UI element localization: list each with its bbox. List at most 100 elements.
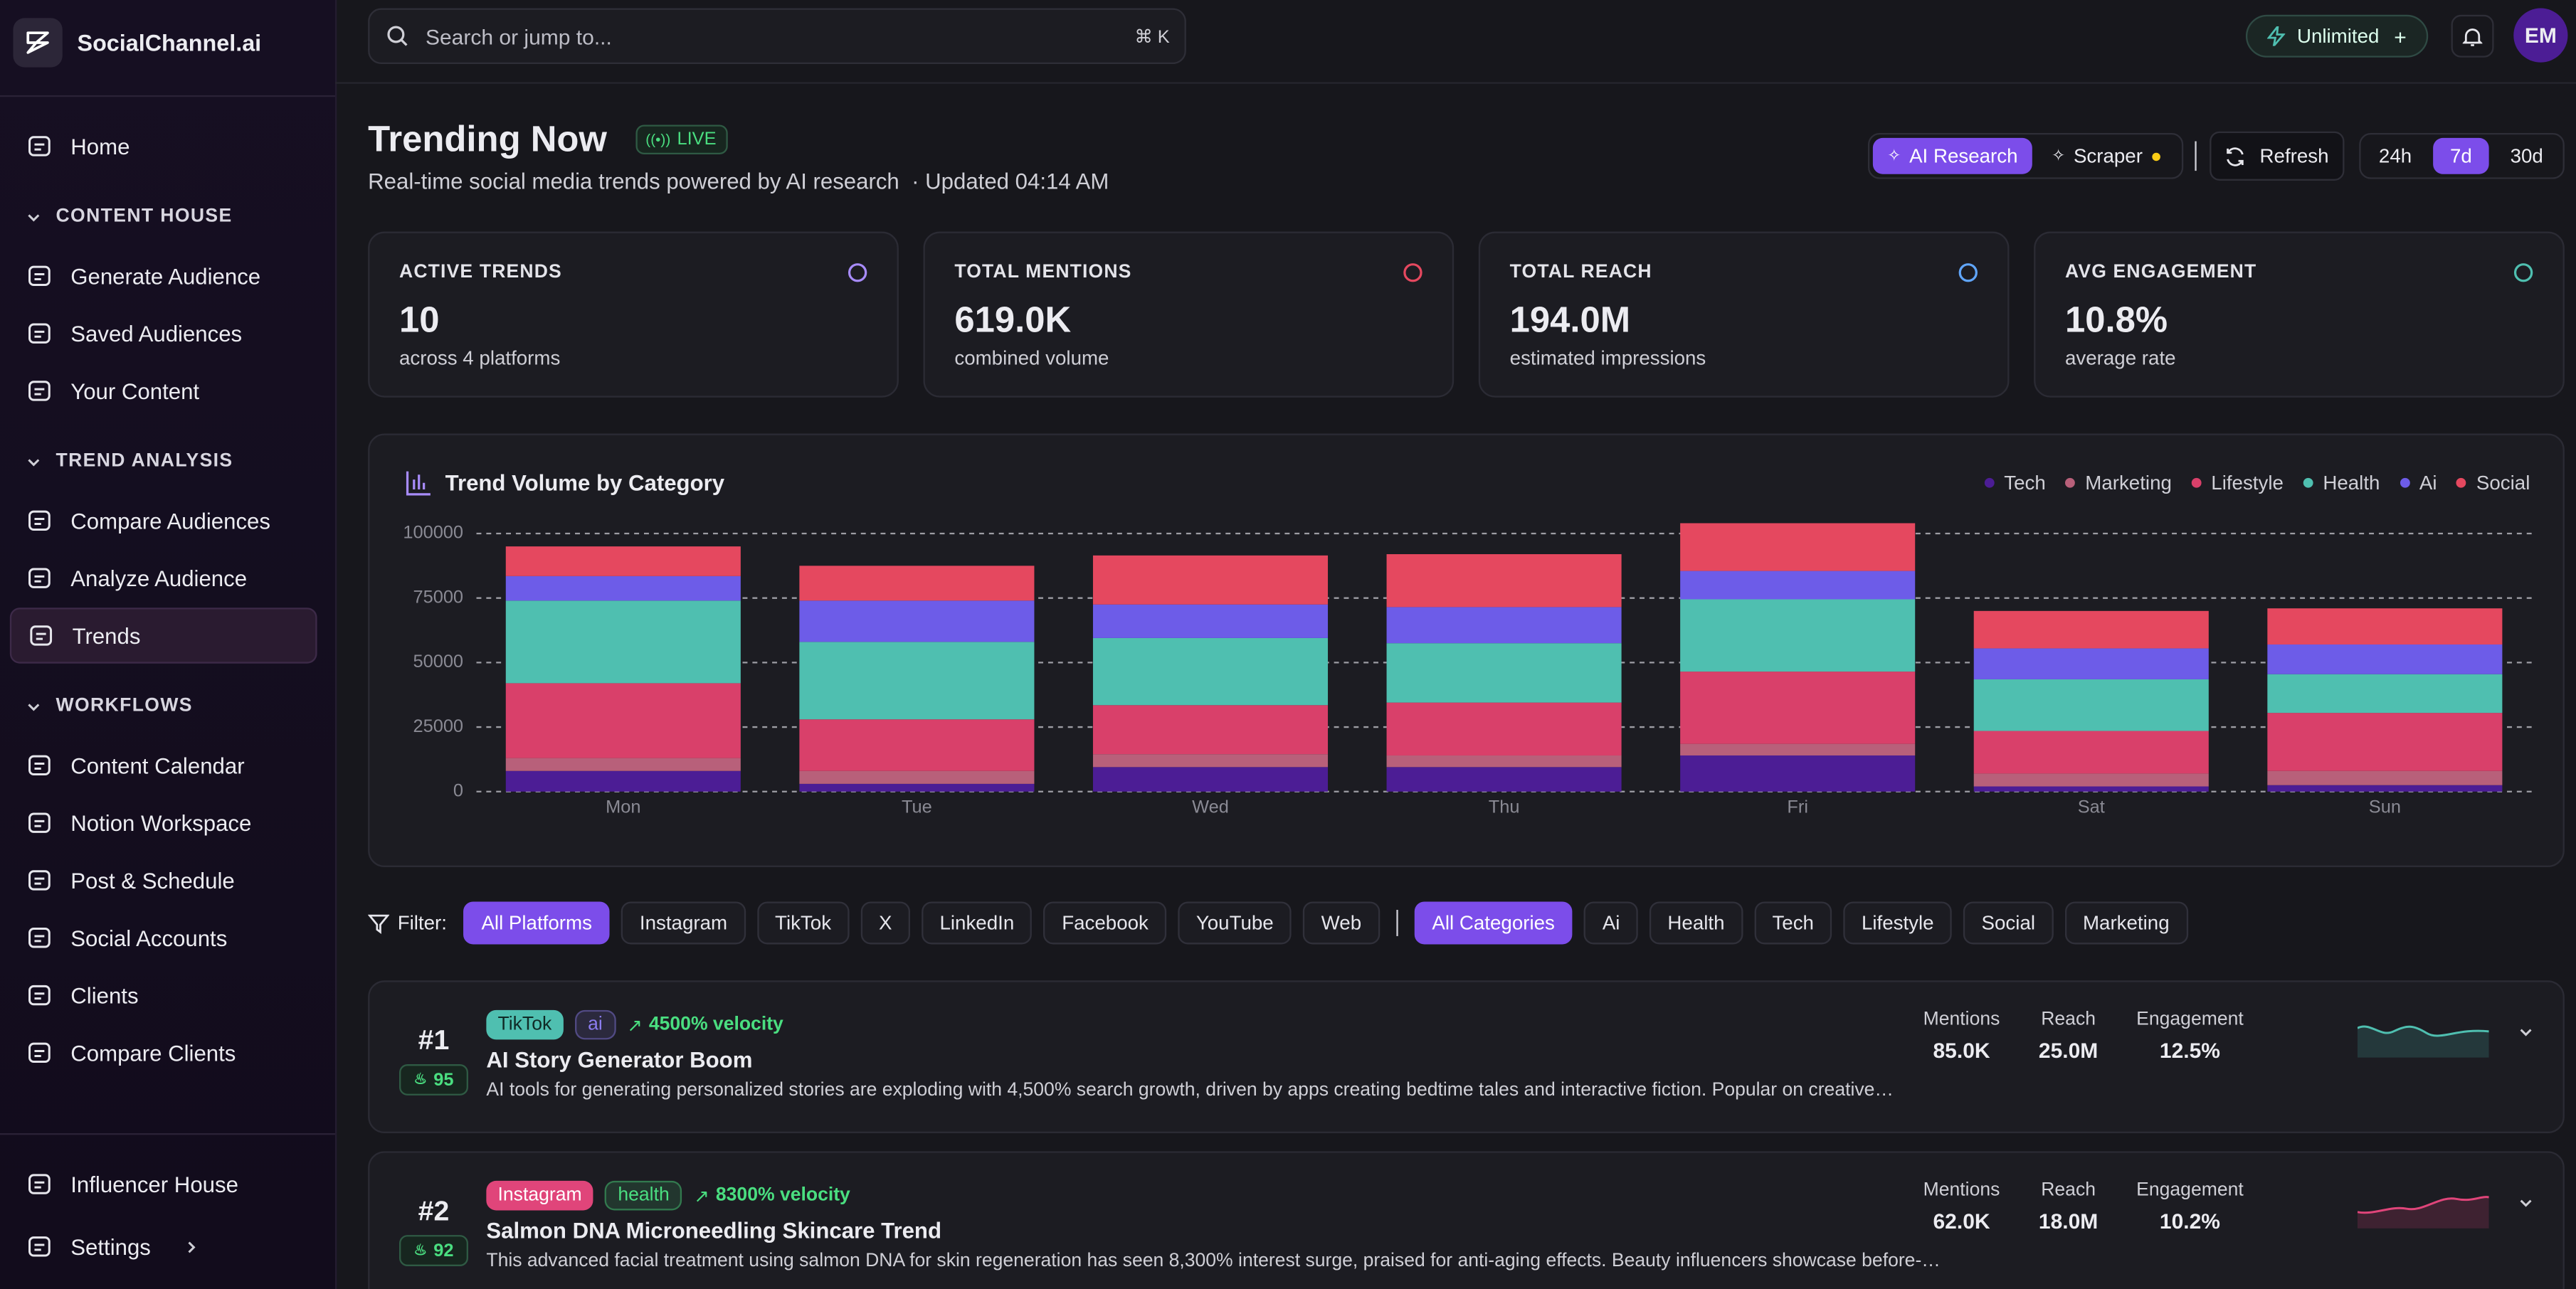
refresh-button[interactable]: Refresh <box>2210 131 2345 181</box>
filter-chip[interactable]: Web <box>1303 901 1380 945</box>
score-value: 92 <box>433 1241 454 1261</box>
legend-item[interactable]: Marketing <box>2065 471 2172 494</box>
stat-icon-shape <box>1958 263 1978 282</box>
stat-icon <box>848 263 867 282</box>
filter-chip[interactable]: Instagram <box>621 901 746 945</box>
trend-tags: Instagram health ↗ 8300% velocity <box>486 1180 850 1211</box>
icon-shape <box>34 388 45 396</box>
sparkline <box>2357 1196 2489 1229</box>
filter-chip[interactable]: All Platforms <box>463 901 611 945</box>
group-title[interactable]: WORKFLOWS <box>26 696 193 716</box>
legend-label: Social <box>2476 471 2530 494</box>
source-button[interactable]: ✧ AI Research <box>1872 137 2032 174</box>
search-box[interactable]: Search or jump to... ⌘ K <box>368 8 1186 65</box>
velocity: 8300% velocity <box>715 1185 850 1206</box>
filter-label: Filter: <box>397 911 447 935</box>
stat-note: estimated impressions <box>1509 346 1706 370</box>
brand[interactable]: SocialChannel.ai <box>77 29 262 56</box>
nav-item[interactable]: Trends <box>9 608 317 664</box>
icon-shape <box>34 575 45 583</box>
plan: Unlimited <box>2296 24 2380 48</box>
stat-icon <box>1403 263 1422 282</box>
bar-segment <box>1680 755 1916 792</box>
filter-chip[interactable]: LinkedIn <box>922 901 1033 945</box>
filter-chip[interactable]: X <box>860 901 910 945</box>
legend-item[interactable]: Social <box>2456 472 2530 494</box>
bar-segment <box>505 683 741 758</box>
legend-swatch <box>2065 477 2076 488</box>
trend-card[interactable]: #2 ♨ 92 Instagram health ↗ 8300% velocity Salmo… <box>368 1151 2565 1289</box>
nav-item[interactable]: Analyze Audience <box>10 550 317 605</box>
chevron <box>2520 1199 2532 1207</box>
nav-item[interactable]: Generate Audience <box>10 248 317 304</box>
expand-button[interactable] <box>2518 1189 2533 1219</box>
y-tick-label: 0 <box>453 780 463 800</box>
notifications[interactable] <box>2451 14 2494 58</box>
icon-shape <box>34 330 45 338</box>
logo[interactable] <box>13 18 63 68</box>
chevron <box>28 703 40 711</box>
filter-chip[interactable]: Tech <box>1754 901 1832 945</box>
chevron-path <box>2520 1029 2532 1036</box>
nav-item[interactable]: Home <box>10 118 317 174</box>
legend-label: Marketing <box>2085 471 2172 494</box>
legend-item[interactable]: Lifestyle <box>2191 471 2284 494</box>
chevron-path <box>28 703 40 711</box>
nav-item[interactable]: Compare Clients <box>10 1025 317 1081</box>
expand-button[interactable] <box>2518 1018 2533 1048</box>
range-button[interactable]: 24h <box>2378 144 2412 168</box>
legend-item[interactable]: Tech <box>1984 471 2046 494</box>
legend-item[interactable]: Ai <box>2400 472 2437 494</box>
plan-badge[interactable]: Unlimited + <box>2245 14 2429 58</box>
filter-chip[interactable]: YouTube <box>1178 901 1292 945</box>
score-value: 95 <box>433 1070 454 1090</box>
nav-item[interactable]: Clients <box>10 967 317 1023</box>
nav-icon <box>28 1042 51 1063</box>
source-button[interactable]: ✧ Scraper <box>2034 138 2178 174</box>
legend-label: Tech <box>2004 471 2046 494</box>
y-tick-label: 75000 <box>413 587 463 607</box>
legend-item[interactable]: Health <box>2303 472 2380 494</box>
nav-item[interactable]: Notion Workspace <box>10 795 317 850</box>
metric: Engagement 12.5% <box>2116 1010 2264 1063</box>
avatar[interactable]: EM <box>2513 8 2568 63</box>
nav-item[interactable]: Saved Audiences <box>10 305 317 361</box>
bar-segment <box>799 770 1035 784</box>
chevron <box>28 213 40 221</box>
group-title[interactable]: CONTENT HOUSE <box>26 207 233 227</box>
filter-chip[interactable]: Social <box>1963 901 2054 945</box>
filter-chip[interactable]: TikTok <box>756 901 850 945</box>
filter-chip[interactable]: Lifestyle <box>1843 901 1952 945</box>
range-button[interactable]: 7d <box>2433 137 2489 174</box>
legend-label: Health <box>2323 471 2380 494</box>
stat-value: 194.0M <box>1509 299 1631 340</box>
range-button[interactable]: 30d <box>2510 144 2543 168</box>
group-title[interactable]: TREND ANALYSIS <box>26 452 233 472</box>
nav-item[interactable]: Post & Schedule <box>10 852 317 908</box>
stat-icon-shape <box>1403 263 1422 282</box>
nav-item[interactable]: Content Calendar <box>10 738 317 793</box>
bar-segment <box>1680 571 1916 600</box>
chevron <box>28 458 40 466</box>
trend-card[interactable]: #1 ♨ 95 TikTok ai ↗ 4500% velocity AI Story Gen… <box>368 980 2565 1133</box>
filter-chip[interactable]: Facebook <box>1043 901 1167 945</box>
filter-chip[interactable]: Ai <box>1584 901 1638 945</box>
bar-segment <box>1386 554 1622 608</box>
nav-item[interactable]: Your Content <box>10 363 317 418</box>
metric-value: 18.0M <box>2038 1209 2099 1234</box>
legend-label: Lifestyle <box>2211 471 2284 494</box>
nav-item[interactable]: Influencer House <box>10 1156 317 1211</box>
bar-segment <box>2267 713 2503 771</box>
metric-value: 62.0K <box>1933 1209 1990 1234</box>
filter-chip[interactable]: Health <box>1649 901 1743 945</box>
nav-label: Trends <box>72 623 141 648</box>
filter-chip[interactable]: Marketing <box>2064 901 2187 945</box>
category-pill: health <box>604 1180 683 1211</box>
nav-item[interactable]: Social Accounts <box>10 910 317 965</box>
bar-segment <box>1973 773 2209 787</box>
nav-item[interactable]: Settings <box>10 1219 317 1274</box>
filter-chip[interactable]: All Categories <box>1414 901 1573 945</box>
icon-shape <box>28 568 51 588</box>
trend-rank: #2 <box>418 1195 450 1227</box>
nav-item[interactable]: Compare Audiences <box>10 493 317 548</box>
